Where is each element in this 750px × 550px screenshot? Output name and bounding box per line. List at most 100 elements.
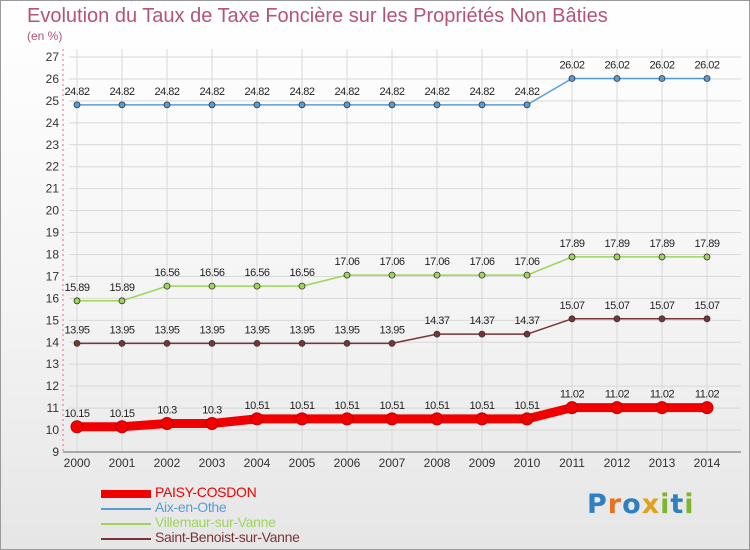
data-label: 11.02 (605, 389, 630, 401)
data-point (478, 330, 486, 338)
x-tick-label: 2013 (649, 456, 676, 470)
y-tick-label: 18 (46, 248, 60, 262)
data-point (658, 253, 666, 261)
x-tick-label: 2006 (334, 456, 361, 470)
data-point (703, 315, 711, 323)
data-point (433, 330, 441, 338)
data-point (253, 101, 261, 109)
data-label: 10.3 (157, 404, 177, 416)
x-tick-label: 2010 (514, 456, 541, 470)
data-point (613, 315, 621, 323)
data-label: 15.07 (604, 300, 629, 312)
data-point (163, 339, 171, 347)
data-label: 24.82 (469, 86, 494, 98)
data-label: 13.95 (199, 324, 224, 336)
legend-label: Villemaur-sur-Vanne (155, 514, 276, 530)
data-label: 17.06 (514, 256, 539, 268)
data-point (430, 412, 444, 426)
data-point (343, 101, 351, 109)
data-point (343, 339, 351, 347)
data-label: 15.07 (649, 300, 674, 312)
y-tick-label: 23 (46, 138, 60, 152)
data-label: 16.56 (154, 267, 179, 279)
data-label: 24.82 (379, 86, 404, 98)
data-label: 13.95 (154, 324, 179, 336)
data-point (703, 253, 711, 261)
data-label: 10.51 (379, 400, 404, 412)
data-point (73, 297, 81, 305)
data-point (433, 271, 441, 279)
legend-swatch (101, 489, 151, 498)
data-point (253, 282, 261, 290)
data-point (388, 339, 396, 347)
data-point (295, 412, 309, 426)
data-label: 13.95 (334, 324, 359, 336)
data-label: 16.56 (244, 267, 269, 279)
data-label: 11.02 (650, 389, 675, 401)
data-point (208, 282, 216, 290)
data-point (163, 101, 171, 109)
data-label: 15.07 (559, 300, 584, 312)
data-label: 14.37 (514, 315, 539, 327)
data-label: 10.15 (64, 408, 89, 420)
data-point (298, 282, 306, 290)
data-label: 24.82 (199, 86, 224, 98)
data-label: 24.82 (289, 86, 314, 98)
data-label: 13.95 (244, 324, 269, 336)
data-point (115, 420, 129, 434)
legend-swatch (101, 507, 151, 510)
data-label: 26.02 (694, 60, 719, 72)
y-tick-label: 15 (46, 313, 60, 327)
x-tick-label: 2005 (289, 456, 316, 470)
data-label: 24.82 (334, 86, 359, 98)
data-label: 24.82 (514, 86, 539, 98)
chart-title: Evolution du Taux de Taxe Foncière sur l… (27, 5, 608, 27)
data-label: 17.89 (694, 238, 719, 250)
data-point (208, 101, 216, 109)
data-point (613, 75, 621, 82)
data-point (340, 412, 354, 426)
y-tick-label: 10 (46, 423, 60, 437)
data-point (565, 401, 579, 415)
data-label: 16.56 (199, 267, 224, 279)
y-tick-label: 21 (46, 182, 60, 196)
data-point (658, 315, 666, 323)
data-point (388, 271, 396, 279)
data-point (73, 101, 81, 109)
data-label: 17.06 (469, 256, 494, 268)
logo-letter: o (622, 489, 642, 520)
data-label: 26.02 (559, 60, 584, 72)
data-label: 17.89 (604, 238, 629, 250)
data-point (163, 282, 171, 290)
x-tick-label: 2014 (694, 456, 721, 470)
data-point (298, 101, 306, 109)
data-point (703, 75, 711, 82)
legend-label: Aix-en-Othe (155, 499, 227, 515)
data-point (385, 412, 399, 426)
data-label: 15.89 (64, 282, 89, 294)
data-label: 17.06 (379, 256, 404, 268)
y-tick-label: 25 (46, 94, 60, 108)
data-point (523, 101, 531, 109)
x-tick-label: 2008 (424, 456, 451, 470)
y-tick-label: 11 (47, 401, 60, 415)
data-point (478, 101, 486, 109)
data-point (298, 339, 306, 347)
data-label: 14.37 (424, 315, 449, 327)
data-label: 24.82 (64, 86, 89, 98)
data-point (118, 339, 126, 347)
data-point (433, 101, 441, 109)
data-point (613, 253, 621, 261)
data-label: 11.02 (695, 389, 720, 401)
data-point (70, 420, 84, 434)
data-label: 17.06 (334, 256, 359, 268)
data-label: 15.89 (109, 282, 134, 294)
x-tick-label: 2012 (604, 456, 631, 470)
data-point (700, 401, 714, 415)
data-label: 10.51 (334, 400, 359, 412)
proxiti-logo: Proxiti (587, 489, 695, 520)
data-point (568, 315, 576, 323)
y-tick-label: 14 (46, 335, 60, 349)
data-point (208, 339, 216, 347)
